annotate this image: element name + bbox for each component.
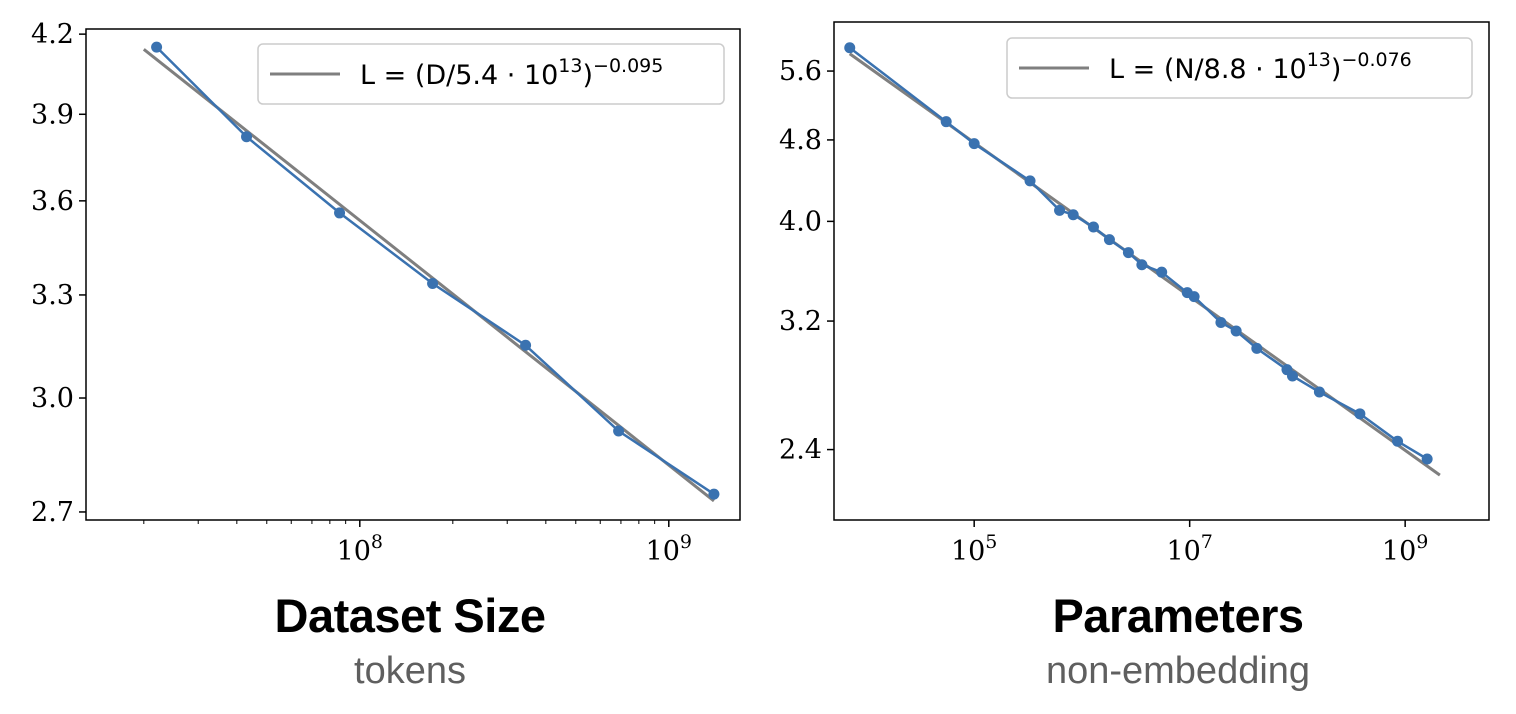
data-point bbox=[1313, 386, 1325, 398]
y-tick-label: 4.0 bbox=[779, 206, 822, 237]
dataset-size-title: Dataset Size bbox=[274, 589, 546, 642]
plot-frame bbox=[833, 21, 1490, 521]
data-point bbox=[1421, 453, 1433, 465]
data-point bbox=[1103, 234, 1115, 246]
data-point bbox=[844, 42, 856, 54]
x-tick-label: 109 bbox=[646, 531, 692, 567]
y-tick-label: 2.4 bbox=[779, 435, 822, 466]
parameters-subtitle: non-embedding bbox=[1045, 650, 1311, 692]
data-point bbox=[520, 339, 532, 351]
legend-label: L = (N/8.8 · 1013)−0.076 bbox=[1109, 49, 1412, 85]
y-tick-label: 4.2 bbox=[31, 19, 74, 50]
y-tick-label: 2.7 bbox=[31, 497, 74, 528]
data-point bbox=[427, 278, 439, 290]
data-point bbox=[1087, 221, 1099, 233]
legend-box bbox=[1006, 37, 1473, 99]
dataset-size-subtitle: tokens bbox=[354, 650, 466, 692]
fit-line bbox=[142, 48, 715, 503]
legend: L = (D/5.4 · 1013)−0.095 bbox=[257, 43, 725, 105]
y-tick-label: 3.3 bbox=[31, 280, 74, 311]
data-point bbox=[151, 41, 163, 53]
data-point bbox=[968, 138, 980, 150]
x-tick-label: 107 bbox=[1166, 531, 1212, 567]
x-tick-label: 109 bbox=[1382, 531, 1428, 567]
data-point bbox=[1215, 316, 1227, 328]
data-point bbox=[613, 425, 625, 437]
y-tick-label: 3.2 bbox=[779, 306, 822, 337]
data-point bbox=[1156, 266, 1168, 278]
plot-frame bbox=[85, 28, 741, 521]
data-point bbox=[1188, 291, 1200, 303]
data-point bbox=[334, 207, 346, 219]
y-tick-label: 4.8 bbox=[779, 125, 822, 156]
y-tick-label: 5.6 bbox=[779, 56, 822, 87]
series-line bbox=[155, 46, 715, 496]
data-point bbox=[241, 131, 253, 143]
parameters-chart: 2.4 3.2 4.0 4.8 5.6 105 107 109 L = (N/8.8 · 101… bbox=[779, 21, 1490, 567]
data-point bbox=[1251, 342, 1263, 354]
series-line bbox=[848, 46, 1428, 461]
legend-label: L = (D/5.4 · 1013)−0.095 bbox=[360, 55, 663, 91]
data-point bbox=[1024, 175, 1036, 187]
legend: L = (N/8.8 · 1013)−0.076 bbox=[1006, 37, 1473, 99]
x-tick-label: 108 bbox=[337, 531, 383, 567]
data-point bbox=[1392, 435, 1404, 447]
y-tick-label: 3.6 bbox=[31, 186, 74, 217]
data-point bbox=[1354, 408, 1366, 420]
dataset-size-chart: 2.7 3.0 3.3 3.6 3.9 4.2 108 109 L = (D/5.4 · 101… bbox=[31, 19, 741, 567]
data-point bbox=[1054, 204, 1066, 216]
data-point bbox=[1067, 209, 1079, 221]
x-tick-label: 105 bbox=[951, 531, 997, 567]
y-tick-label: 3.9 bbox=[31, 99, 74, 130]
parameters-title: Parameters bbox=[1052, 589, 1304, 642]
data-point bbox=[940, 116, 952, 128]
data-point bbox=[1122, 247, 1134, 259]
data-point bbox=[1136, 259, 1148, 271]
data-point bbox=[1230, 325, 1242, 337]
y-tick-label: 3.0 bbox=[31, 383, 74, 414]
data-point bbox=[708, 488, 720, 500]
legend-box bbox=[257, 43, 725, 105]
data-point bbox=[1286, 370, 1298, 382]
